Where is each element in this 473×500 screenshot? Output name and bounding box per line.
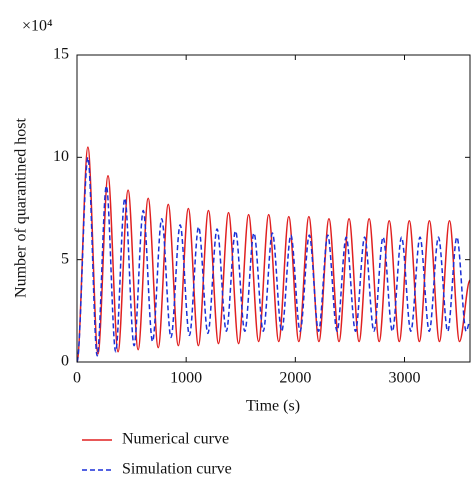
legend-label: Numerical curve [122, 431, 229, 448]
y-tick-label: 0 [61, 353, 69, 370]
x-axis-label: Time (s) [246, 398, 300, 415]
y-axis-label: Number of quarantined host [13, 117, 30, 298]
x-tick-label: 1000 [170, 370, 202, 387]
data-line [76, 146, 471, 363]
x-tick-label: 0 [73, 370, 81, 387]
y-tick-label: 15 [53, 46, 69, 63]
y-tick-label: 10 [53, 148, 69, 165]
data-line [76, 156, 471, 363]
x-tick-label: 2000 [279, 370, 311, 387]
legend-label: Simulation curve [122, 461, 232, 478]
plot-frame [76, 54, 471, 363]
y-scale-label: ×10⁴ [22, 18, 53, 35]
y-tick-label: 5 [61, 250, 69, 267]
x-tick-label: 3000 [389, 370, 421, 387]
